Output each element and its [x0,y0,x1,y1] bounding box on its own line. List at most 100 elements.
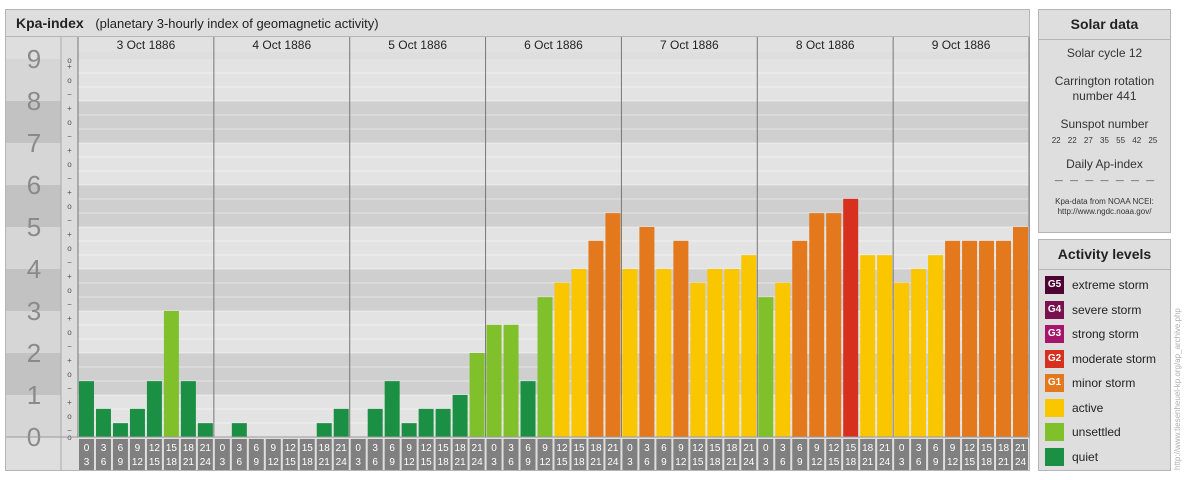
interval-start-label: 6 [254,443,260,454]
y-minor-label: − [67,300,72,309]
bar-4-0 [622,269,638,437]
activity-legend: G5 extreme storm G4 severe storm G3 strong st… [1039,270,1170,469]
plot-band [78,101,1029,143]
ap-label: Daily Ap-index [1066,157,1143,171]
bar-6-1 [911,269,927,437]
interval-end-label: 15 [964,457,976,468]
y-minor-label: + [67,188,72,197]
watermark: http://www.tiesenheuel-kp.org/ap_archive… [1173,308,1182,470]
chart-title-row: Kpa-index (planetary 3-hourly index of g… [6,10,1029,37]
interval-start-label: 6 [389,443,395,454]
interval-start-label: 12 [149,443,161,454]
interval-box [214,439,230,470]
interval-end-label: 3 [84,457,90,468]
y-minor-label: + [67,62,72,71]
bar-2-7 [469,353,485,437]
bar-3-6 [588,240,604,437]
interval-box [962,439,978,470]
interval-start-label: 18 [183,443,195,454]
interval-end-label: 24 [879,457,891,468]
interval-box [673,439,689,470]
interval-start-label: 3 [101,443,107,454]
y-minor-label: − [67,174,72,183]
interval-box [775,439,791,470]
interval-start-label: 12 [828,443,840,454]
interval-box [452,439,468,470]
bar-5-1 [775,282,791,437]
interval-box [707,439,723,470]
day-label-5: 8 Oct 1886 [796,38,855,52]
interval-box [571,439,587,470]
bar-3-5 [571,269,587,437]
interval-box [758,439,774,470]
bar-5-3 [809,213,825,437]
bar-5-7 [877,255,893,437]
interval-start-label: 15 [302,443,314,454]
interval-start-label: 21 [743,443,755,454]
interval-end-label: 15 [828,457,840,468]
interval-box [690,439,706,470]
interval-start-label: 18 [455,443,467,454]
interval-start-label: 12 [421,443,433,454]
interval-start-label: 12 [964,443,976,454]
data-source-line-2: http://www.ngdc.noaa.gov/ [1057,207,1152,216]
interval-end-label: 12 [811,457,823,468]
interval-start-label: 3 [916,443,922,454]
y-minor-label: o [67,328,72,337]
interval-box [1013,439,1028,470]
legend-swatch [1045,398,1064,417]
interval-end-label: 18 [166,457,178,468]
interval-end-label: 15 [556,457,568,468]
interval-start-label: 6 [797,443,803,454]
legend-swatch: G5 [1045,276,1064,295]
interval-end-label: 9 [118,457,124,468]
interval-end-label: 24 [1015,457,1027,468]
interval-end-label: 21 [998,457,1010,468]
interval-box [316,439,332,470]
interval-box [180,439,196,470]
y-minor-label: o [67,370,72,379]
interval-end-label: 9 [797,457,803,468]
y-major-label-2: 2 [27,338,41,368]
interval-start-label: 9 [678,443,684,454]
bar-0-4 [146,381,162,437]
interval-end-label: 9 [389,457,395,468]
y-minor-label: − [67,90,72,99]
interval-end-label: 9 [525,457,531,468]
y-major-label-6: 6 [27,170,41,200]
interval-box [520,439,536,470]
y-label-band [6,269,61,311]
interval-start-label: 21 [879,443,891,454]
interval-start-label: 15 [845,443,857,454]
interval-start-label: 6 [933,443,939,454]
interval-end-label: 21 [455,457,467,468]
activity-levels-header: Activity levels [1039,240,1170,270]
bar-1-7 [333,408,349,437]
bar-6-2 [928,255,944,437]
interval-box [911,439,927,470]
y-label-band [6,353,61,395]
interval-end-label: 9 [254,457,260,468]
interval-end-label: 24 [336,457,348,468]
interval-box [367,439,383,470]
interval-end-label: 6 [780,457,786,468]
interval-end-label: 12 [132,457,144,468]
interval-end-label: 6 [644,457,650,468]
interval-box [860,439,876,470]
interval-start-label: 18 [726,443,738,454]
carrington-line-1: Carrington rotation [1054,74,1155,88]
interval-start-label: 21 [200,443,212,454]
interval-start-label: 21 [472,443,484,454]
interval-start-label: 9 [950,443,956,454]
interval-end-label: 3 [355,457,361,468]
bar-5-4 [826,213,842,437]
interval-end-label: 15 [421,457,433,468]
interval-start-label: 3 [644,443,650,454]
interval-start-label: 21 [607,443,619,454]
legend-label: quiet [1072,449,1099,464]
interval-end-label: 6 [237,457,243,468]
y-major-label-1: 1 [27,380,41,410]
interval-box [996,439,1012,470]
interval-box [979,439,995,470]
y-major-label-3: 3 [27,296,41,326]
